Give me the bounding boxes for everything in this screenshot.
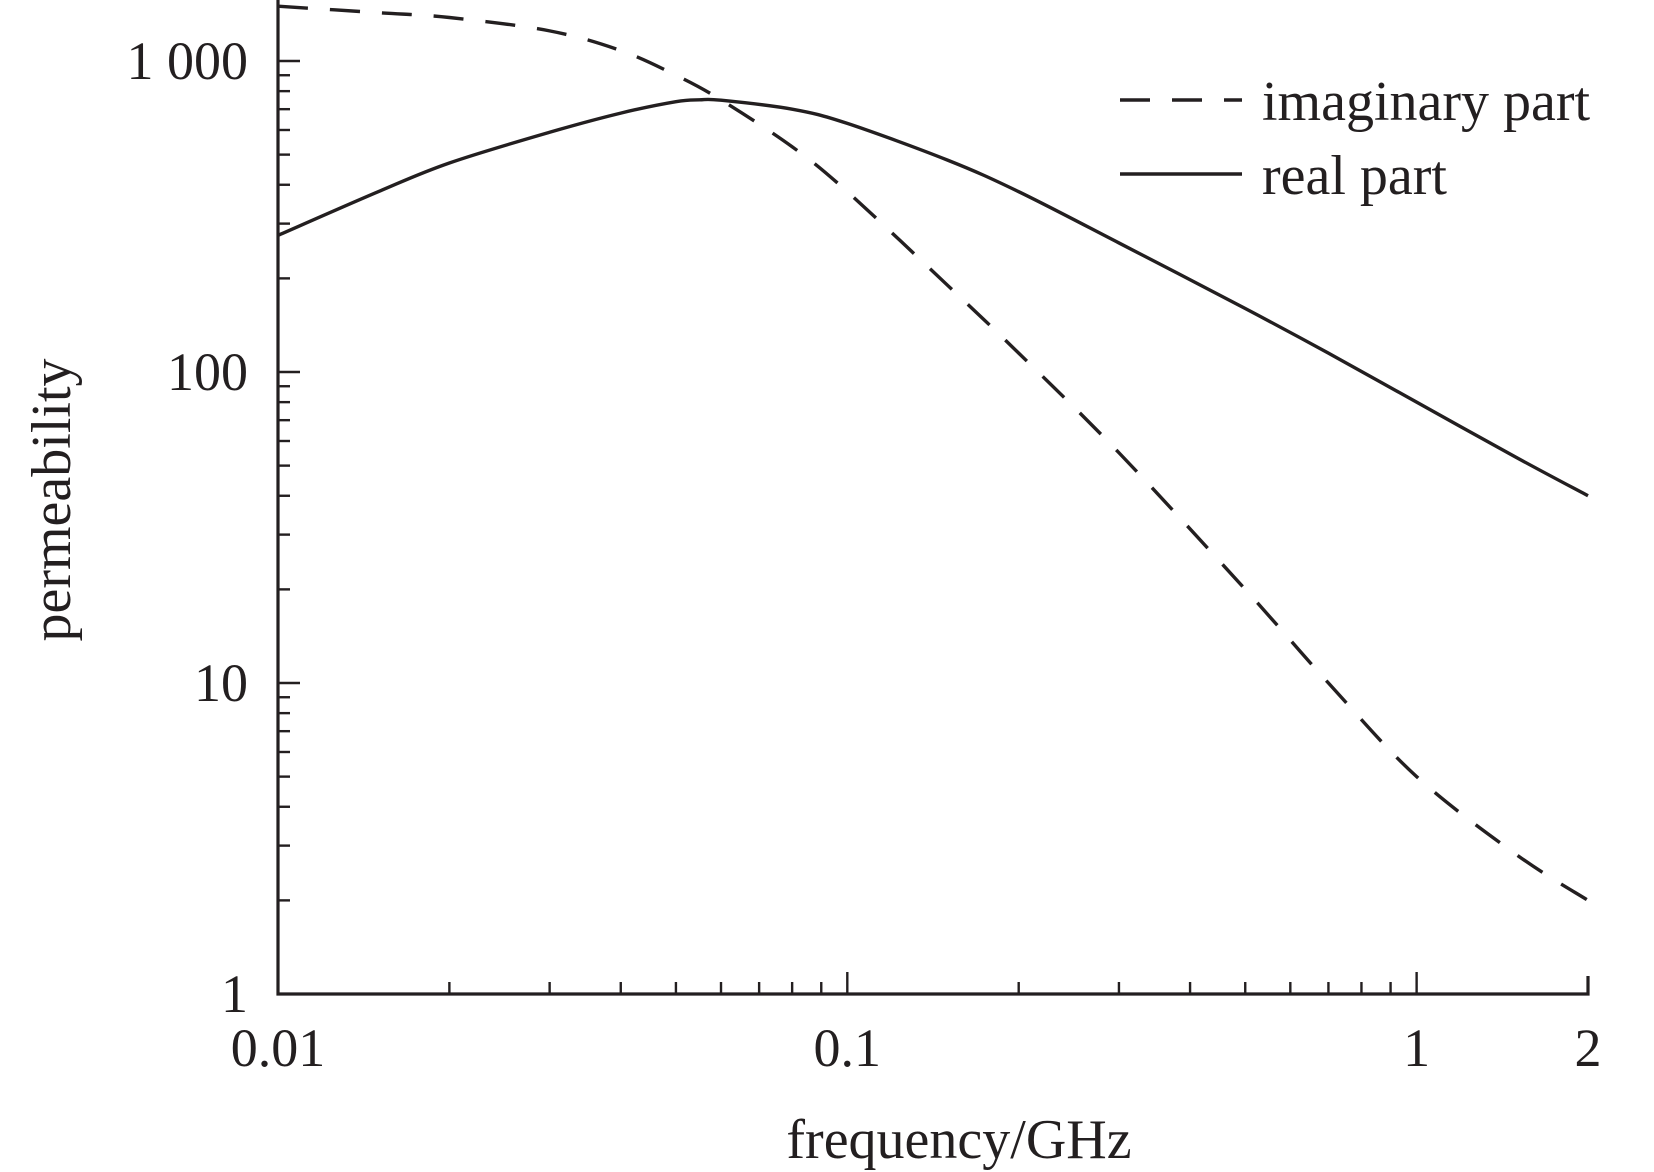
- x-tick-label: 1: [1403, 1018, 1430, 1078]
- legend-label-real-part: real part: [1262, 145, 1447, 207]
- plot-axes: [276, 0, 1590, 996]
- y-tick-label: 100: [167, 342, 248, 402]
- legend: imaginary part real part: [1120, 71, 1591, 207]
- x-tick-label: 2: [1575, 1018, 1602, 1078]
- x-tick-label: 0.1: [814, 1018, 882, 1078]
- x-axis-title: frequency/GHz: [786, 1109, 1131, 1171]
- y-tick-label: 1 000: [127, 31, 249, 91]
- y-tick-label: 10: [194, 653, 248, 713]
- y-axis-title: permeability: [21, 358, 83, 641]
- x-tick-label: 0.01: [231, 1018, 326, 1078]
- series-line-imaginary-part: [277, 4, 1589, 902]
- series-layer: [277, 4, 1589, 902]
- series-line-real-part: [277, 97, 1589, 498]
- legend-label-imaginary-part: imaginary part: [1262, 71, 1591, 133]
- tick-labels: 0.01 0.1 1 2 1 10 100 1 000: [127, 31, 1602, 1078]
- y-tick-label: 1: [221, 964, 248, 1024]
- axis-ticks: [276, 59, 1590, 996]
